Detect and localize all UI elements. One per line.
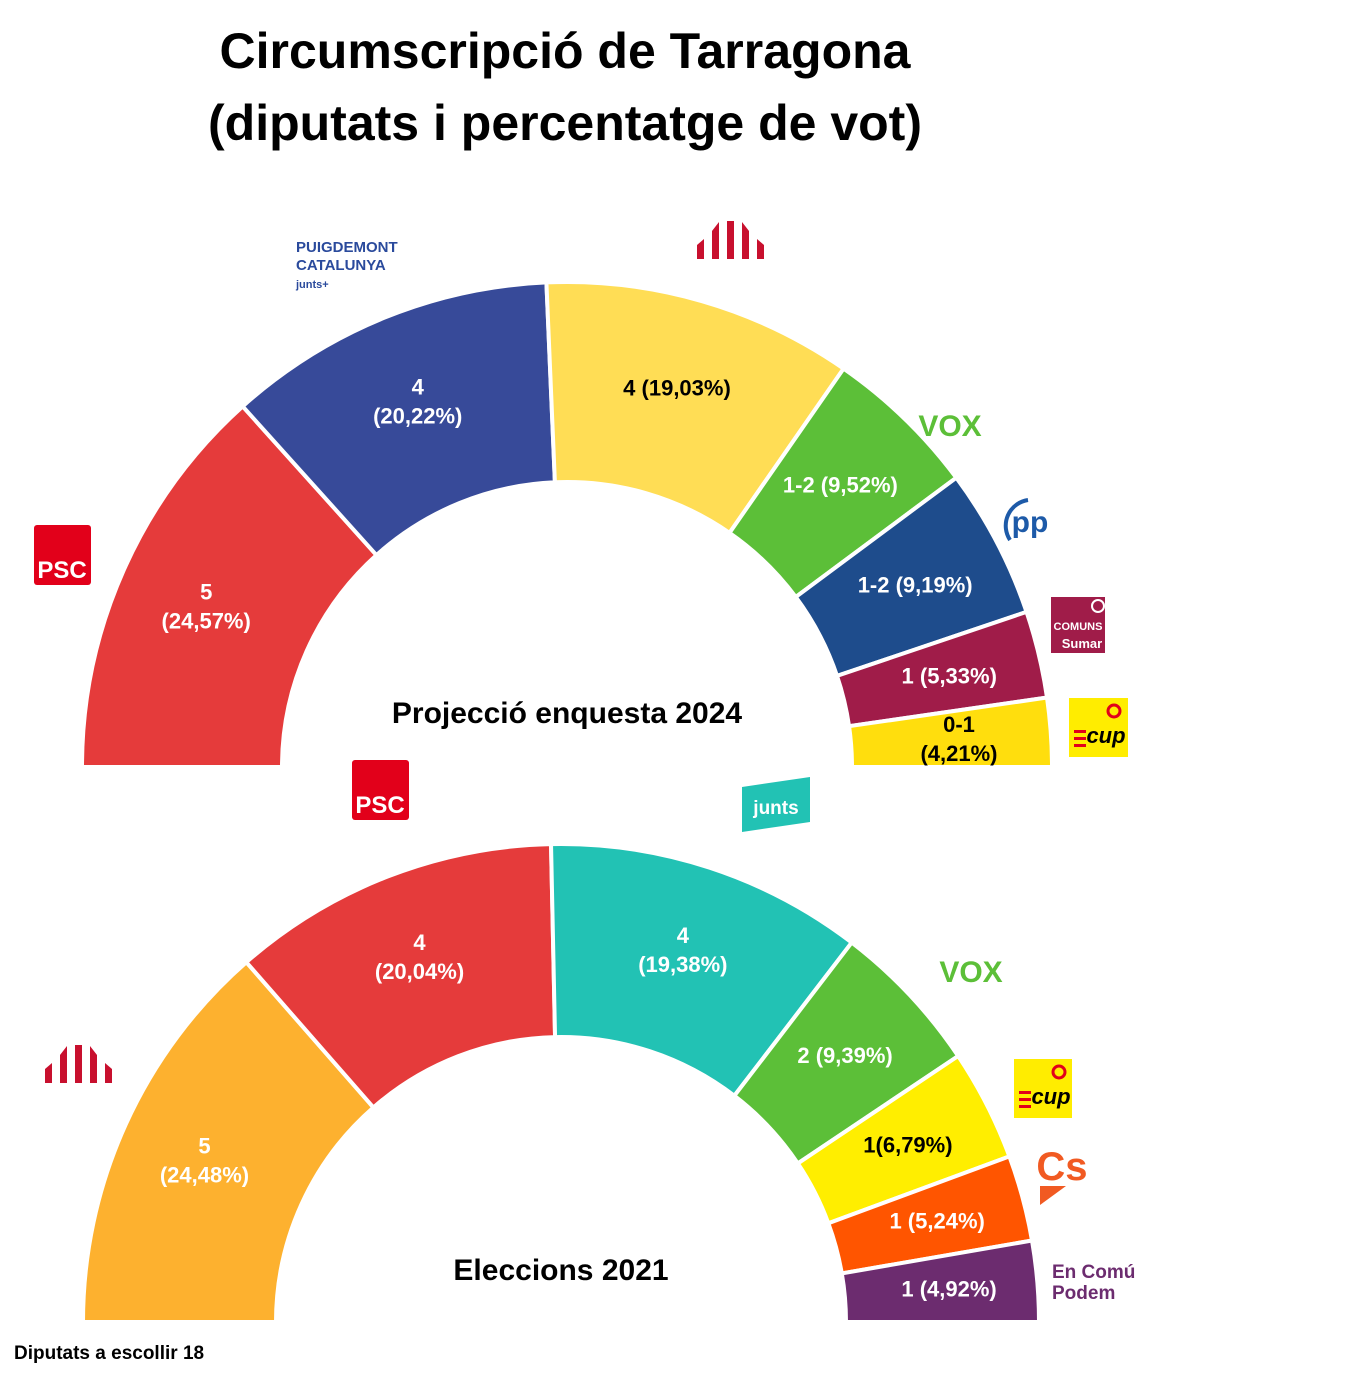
pp-logo-text: pp [1012,506,1049,539]
erc-logo-2021 [45,1045,112,1083]
segment-label-1-1-0: 4 [413,930,426,955]
segment-label-0-6-0: 0-1 [943,712,975,737]
cup-logo-2024: cup [1069,698,1128,757]
junts-logo: junts [742,777,810,832]
segment-label-0-2-0: 4 (19,03%) [623,375,731,400]
chart-2021: 5 (24,48%) 4 (20,04%) 4 (19,38%) 2 (9,39%) 1(6,… [83,844,1039,1322]
segment-label-1-6-0: 1 (4,92%) [901,1276,996,1301]
junts-logo-text: junts [752,798,798,819]
psc-logo-2024: PSC [34,525,91,585]
segment-label-0-0-0: 5 [200,579,212,604]
segment-label-1-2-0: 4 [677,923,690,948]
chart-2024: 5 (24,57%) 4 (20,22%) 4 (19,03%) 1-2 (9,52%) 1… [82,282,1052,767]
psc-logo-text: PSC [37,557,86,584]
psc-logo-2021: PSC [352,760,409,820]
chart-center-title-1: Eleccions 2021 [453,1254,668,1287]
segment-label-0-1-0: 4 [412,374,425,399]
cup-logo-text: cup [1086,723,1125,748]
segment-label-1-1-1: (20,04%) [375,959,464,984]
segment-label-1-3-0: 2 (9,39%) [797,1043,892,1068]
puigdemont-logo-line1: PUIGDEMONT [296,239,398,256]
vox-logo-2021: VOX [939,956,1002,989]
segment-label-0-0-1: (24,57%) [162,608,251,633]
encomu-logo-line1: En Comú [1052,1262,1135,1283]
segment-label-0-4-0: 1-2 (9,19%) [858,572,973,597]
cup-logo-2021: cup [1014,1059,1072,1118]
comuns-sumar-logo: COMUNS Sumar [1051,597,1105,653]
puigdemont-logo: PUIGDEMONT CATALUNYA junts+ [295,239,398,291]
cs-logo: Cs [1036,1145,1087,1205]
segment-label-0-3-0: 1-2 (9,52%) [783,472,898,497]
chart-title-line2: (diputats i percentatge de vot) [208,95,922,151]
chart-title-line1: Circumscripció de Tarragona [220,23,912,79]
segment-label-1-5-0: 1 (5,24%) [889,1209,984,1234]
chart-center-title-0: Projecció enquesta 2024 [392,697,742,730]
segment-label-1-0-1: (24,48%) [160,1162,249,1187]
cup-logo-text-2021: cup [1031,1084,1070,1109]
segment-label-0-6-1: (4,21%) [920,741,997,766]
encomu-logo-line2: Podem [1052,1283,1115,1304]
cs-logo-text: Cs [1036,1145,1087,1189]
segment-label-0-5-0: 1 (5,33%) [902,663,997,688]
comuns-logo-line2: Sumar [1062,636,1102,651]
comuns-logo-line1: COMUNS [1054,621,1103,633]
puigdemont-logo-line2: CATALUNYA [296,257,386,274]
segment-label-1-2-1: (19,38%) [638,952,727,977]
pp-logo: pp [1006,500,1049,540]
segment-label-1-4-0: 1(6,79%) [863,1133,952,1158]
puigdemont-logo-line3: junts+ [295,279,329,291]
segment-label-1-0-0: 5 [198,1133,210,1158]
psc-logo-text-2021: PSC [355,792,404,819]
erc-logo-2024 [697,221,764,259]
vox-logo-2024: VOX [918,410,981,443]
footnote: Diputats a escollir 18 [14,1343,204,1365]
segment-label-0-1-1: (20,22%) [373,403,462,428]
